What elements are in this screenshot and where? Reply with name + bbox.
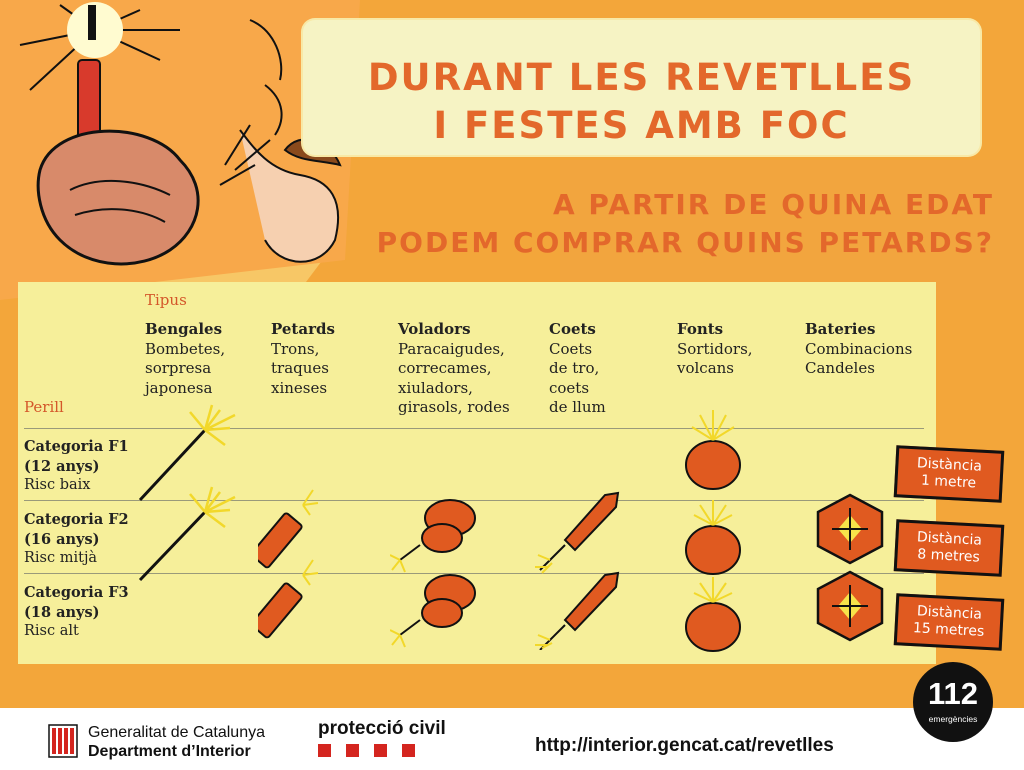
distance-badge-f1: Distància 1 metre xyxy=(893,445,1005,503)
petard-icon xyxy=(258,489,319,569)
category-risk: Risc mitjà xyxy=(24,550,98,566)
fountain-icon xyxy=(685,410,741,490)
column-desc: Trons, xyxy=(271,339,320,358)
perill-label: Perill xyxy=(24,398,64,416)
department-name: Department d’Interior xyxy=(88,743,251,760)
sparkler-icon xyxy=(138,404,236,502)
column-bengales: Bengales Bombetes, sorpresa japonesa xyxy=(145,320,225,398)
column-desc: Bombetes, xyxy=(145,339,226,358)
footer xyxy=(0,708,1024,770)
column-name: Bengales xyxy=(145,320,223,338)
column-desc: Sortidors, xyxy=(677,339,753,358)
battery-icon xyxy=(816,493,884,565)
font-icons xyxy=(685,410,741,652)
category-risk: Risc alt xyxy=(24,623,79,639)
category-risk: Risc baix xyxy=(24,477,91,493)
column-desc: traques xyxy=(271,359,329,377)
fireworks-table xyxy=(18,282,936,664)
subtitle-line-2: PODEM COMPRAR QUINS PETARDS? xyxy=(376,226,994,259)
column-coets: Coets Coets de tro, coets de llum xyxy=(549,320,606,418)
row-divider xyxy=(24,573,924,574)
website-link[interactable]: http://interior.gencat.cat/revetlles xyxy=(535,735,834,756)
category-name: Categoria F3 xyxy=(24,584,129,601)
fountain-icon xyxy=(685,577,741,652)
sparkler-icon xyxy=(138,486,236,582)
bateria-icons xyxy=(816,493,884,642)
column-fonts: Fonts Sortidors, volcans xyxy=(677,320,753,379)
column-desc: girasols, rodes xyxy=(398,398,510,416)
rocket-icon xyxy=(535,491,620,574)
petard-icons xyxy=(258,489,319,639)
generalitat-logo-icon xyxy=(48,724,78,758)
badge-label: emergències xyxy=(928,714,978,724)
row-f2: Categoria F2 (16 anys) Risc mitjà xyxy=(24,510,129,569)
column-desc: xiuladors, xyxy=(398,378,473,397)
distance-badge-f2: Distància 8 metres xyxy=(893,519,1005,577)
column-desc: Candeles xyxy=(805,359,875,377)
column-desc: volcans xyxy=(677,359,735,377)
column-voladors: Voladors Paracaigudes, correcames, xiula… xyxy=(398,320,510,418)
volador-icon xyxy=(390,574,476,648)
column-desc: coets xyxy=(549,378,590,397)
title-line-2: I FESTES AMB FOC xyxy=(433,104,850,147)
column-name: Fonts xyxy=(677,320,724,338)
coet-icons xyxy=(535,491,620,650)
row-divider xyxy=(24,428,924,429)
column-desc: Coets xyxy=(549,339,593,358)
generalitat-name: Generalitat de Catalunya xyxy=(88,724,265,741)
category-name: Categoria F2 xyxy=(24,511,129,528)
title-line-1: DURANT LES REVETLLES xyxy=(367,56,916,99)
row-divider xyxy=(24,500,924,501)
tipus-label: Tipus xyxy=(145,291,187,309)
badge-number: 112 xyxy=(927,676,978,711)
volador-icons xyxy=(390,499,476,648)
distance-badge-f3: Distància 15 metres xyxy=(893,593,1005,651)
column-desc: de tro, xyxy=(549,359,600,377)
category-name: Categoria F1 xyxy=(24,438,129,455)
column-desc: sorpresa xyxy=(145,359,212,377)
proteccio-civil-logo: protecció civil xyxy=(318,718,446,739)
petard-icon xyxy=(258,559,319,639)
column-desc: de llum xyxy=(549,398,606,416)
fountain-icon xyxy=(685,500,741,575)
volador-icon xyxy=(390,499,476,573)
title-box: DURANT LES REVETLLES I FESTES AMB FOC xyxy=(303,20,980,155)
illustration-hand xyxy=(0,0,360,300)
emergency-112-badge: 112 emergències xyxy=(913,662,993,742)
column-bateries: Bateries Combinacions Candeles xyxy=(805,320,912,379)
column-desc: xineses xyxy=(271,378,328,397)
column-desc: japonesa xyxy=(145,378,213,397)
battery-icon xyxy=(816,570,884,642)
proteccio-squares-icon xyxy=(318,744,415,757)
column-petards: Petards Trons, traques xineses xyxy=(271,320,335,398)
column-desc: Paracaigudes, xyxy=(398,339,505,358)
row-f3: Categoria F3 (18 anys) Risc alt xyxy=(24,583,129,642)
column-name: Coets xyxy=(549,320,596,338)
sparkler-icons xyxy=(138,404,236,582)
column-name: Bateries xyxy=(805,320,876,338)
column-desc: Combinacions xyxy=(805,339,913,358)
row-f1: Categoria F1 (12 anys) Risc baix xyxy=(24,437,129,496)
rocket-icon xyxy=(535,571,620,650)
category-age: (18 anys) xyxy=(24,603,100,621)
column-desc: correcames, xyxy=(398,359,492,377)
category-age: (16 anys) xyxy=(24,530,100,548)
column-name: Petards xyxy=(271,320,335,338)
column-name: Voladors xyxy=(398,320,471,338)
category-age: (12 anys) xyxy=(24,457,100,475)
subtitle-line-1: A PARTIR DE QUINA EDAT xyxy=(552,188,994,221)
